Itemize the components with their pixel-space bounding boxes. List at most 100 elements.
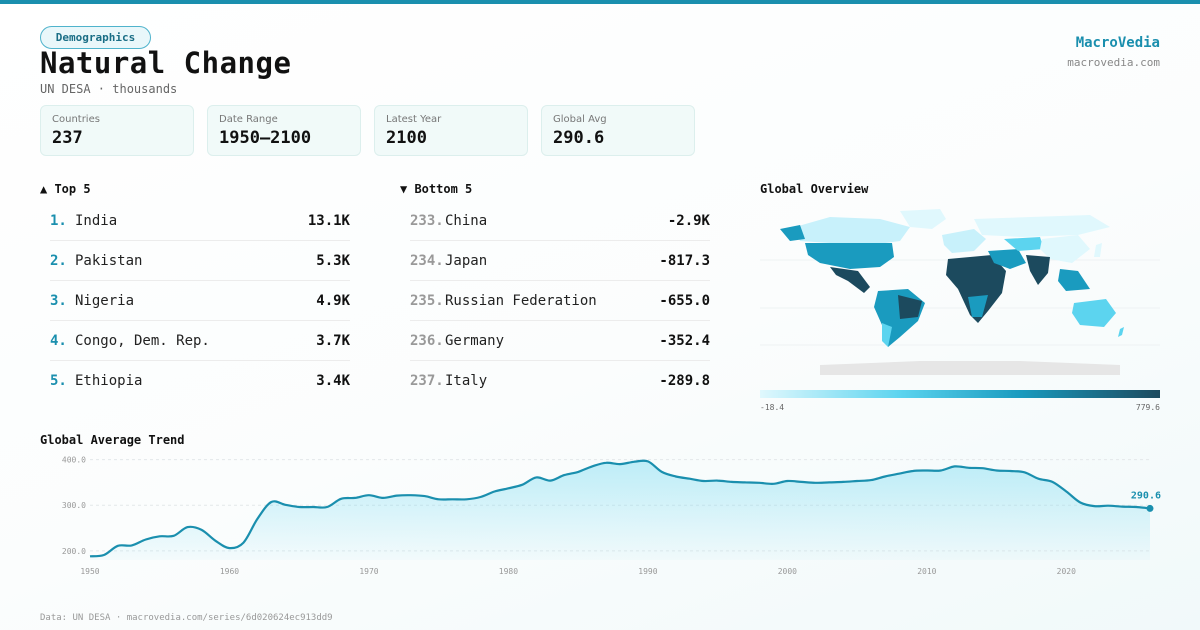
trend-area [90, 460, 1150, 560]
rank-number: 234. [410, 253, 444, 269]
region-japan[interactable] [1094, 243, 1102, 257]
country-value: -655.0 [659, 293, 710, 309]
world-map-svg [760, 209, 1160, 375]
region-india[interactable] [1026, 255, 1050, 285]
region-antarctica[interactable] [820, 361, 1120, 375]
country-value: 3.4K [316, 373, 350, 389]
region-canada[interactable] [795, 217, 910, 245]
top5-list: 1. India 13.1K 2. Pakistan 5.3K 3. Niger… [50, 201, 350, 401]
page-subtitle: UN DESA · thousands [40, 82, 178, 96]
x-tick-label: 2010 [917, 567, 936, 576]
stat-value: 290.6 [553, 128, 605, 148]
country-name: Pakistan [75, 253, 143, 269]
stat-label: Latest Year [386, 114, 442, 125]
country-value: 4.9K [316, 293, 350, 309]
legend-max-label: 779.6 [1135, 403, 1160, 412]
region-china[interactable] [1040, 235, 1090, 263]
region-central-asia[interactable] [1004, 237, 1044, 251]
y-tick-label: 300.0 [62, 501, 86, 510]
rank-number: 2. [50, 253, 67, 269]
region-brazil[interactable] [898, 295, 922, 319]
country-value: 3.7K [316, 333, 350, 349]
stat-card-countries: Countries 237 [40, 105, 194, 156]
list-item[interactable]: 237. Italy -289.8 [410, 361, 710, 401]
region-southern-africa[interactable] [968, 295, 988, 317]
top-accent-bar [0, 0, 1200, 4]
country-value: -2.9K [667, 213, 710, 229]
x-tick-label: 1960 [220, 567, 239, 576]
region-southeast-asia[interactable] [1058, 269, 1090, 291]
list-item[interactable]: 5. Ethiopia 3.4K [50, 361, 350, 401]
stat-card-global-avg: Global Avg 290.6 [541, 105, 695, 156]
region-russia[interactable] [974, 215, 1110, 237]
trend-end-point [1146, 504, 1154, 512]
region-greenland[interactable] [900, 209, 946, 229]
country-name: China [445, 213, 488, 229]
rank-number: 233. [410, 213, 444, 229]
country-name: Russian Federation [445, 293, 597, 309]
top5-title: ▲ Top 5 [40, 182, 91, 196]
country-name: Japan [445, 253, 488, 269]
country-name: Congo, Dem. Rep. [75, 333, 210, 349]
map-title: Global Overview [760, 182, 869, 196]
list-item[interactable]: 2. Pakistan 5.3K [50, 241, 350, 281]
region-argentina[interactable] [882, 323, 892, 347]
world-choropleth-map[interactable] [760, 205, 1160, 380]
category-badge[interactable]: Demographics [40, 26, 151, 49]
bottom5-title: ▼ Bottom 5 [400, 182, 473, 196]
y-tick-label: 400.0 [62, 456, 86, 465]
country-name: India [75, 213, 118, 229]
stat-label: Global Avg [553, 114, 607, 125]
stat-value: 2100 [386, 128, 427, 148]
country-name: Ethiopia [75, 373, 143, 389]
trend-line [89, 459, 1151, 558]
legend-min-label: -18.4 [760, 403, 785, 412]
country-name: Nigeria [75, 293, 135, 309]
country-value: 5.3K [316, 253, 350, 269]
page-title: Natural Change [40, 46, 292, 80]
list-item[interactable]: 234. Japan -817.3 [410, 241, 710, 281]
list-item[interactable]: 3. Nigeria 4.9K [50, 281, 350, 321]
y-tick-label: 200.0 [62, 547, 86, 556]
bottom5-list: 233. China -2.9K 234. Japan -817.3 235. … [410, 201, 710, 401]
brand-name[interactable]: MacroVedia [1075, 35, 1160, 51]
rank-number: 1. [50, 213, 67, 229]
rank-number: 4. [50, 333, 67, 349]
region-new-zealand[interactable] [1118, 327, 1124, 337]
trend-chart[interactable]: 200.0 300.0 400.0 1950 1960 1970 1980 1990 2000 2… [0, 455, 1200, 580]
region-mexico[interactable] [830, 267, 870, 293]
region-australia[interactable] [1072, 299, 1116, 327]
region-europe[interactable] [942, 229, 986, 253]
rank-number: 3. [50, 293, 67, 309]
stat-card-latest-year: Latest Year 2100 [374, 105, 528, 156]
country-name: Italy [445, 373, 488, 389]
stat-label: Countries [52, 114, 100, 125]
x-tick-label: 1980 [499, 567, 518, 576]
region-usa[interactable] [805, 243, 894, 269]
stat-card-date-range: Date Range 1950–2100 [207, 105, 361, 156]
list-item[interactable]: 235. Russian Federation -655.0 [410, 281, 710, 321]
country-value: -817.3 [659, 253, 710, 269]
country-value: -352.4 [659, 333, 710, 349]
list-item[interactable]: 233. China -2.9K [410, 201, 710, 241]
region-middle-east[interactable] [988, 249, 1026, 269]
list-item[interactable]: 236. Germany -352.4 [410, 321, 710, 361]
rank-number: 237. [410, 373, 444, 389]
trend-end-label: 290.6 [1131, 490, 1161, 501]
region-alaska[interactable] [780, 225, 805, 241]
x-tick-label: 2000 [778, 567, 797, 576]
list-item[interactable]: 4. Congo, Dem. Rep. 3.7K [50, 321, 350, 361]
rank-number: 235. [410, 293, 444, 309]
list-item[interactable]: 1. India 13.1K [50, 201, 350, 241]
rank-number: 5. [50, 373, 67, 389]
region-africa[interactable] [946, 255, 1006, 323]
x-tick-label: 1950 [80, 567, 99, 576]
brand-url[interactable]: macrovedia.com [1067, 56, 1160, 69]
rank-number: 236. [410, 333, 444, 349]
x-tick-label: 2020 [1057, 567, 1076, 576]
map-legend-gradient [760, 390, 1160, 398]
country-name: Germany [445, 333, 505, 349]
x-tick-label: 1990 [638, 567, 657, 576]
stat-value: 237 [52, 128, 83, 148]
country-value: 13.1K [307, 213, 350, 229]
